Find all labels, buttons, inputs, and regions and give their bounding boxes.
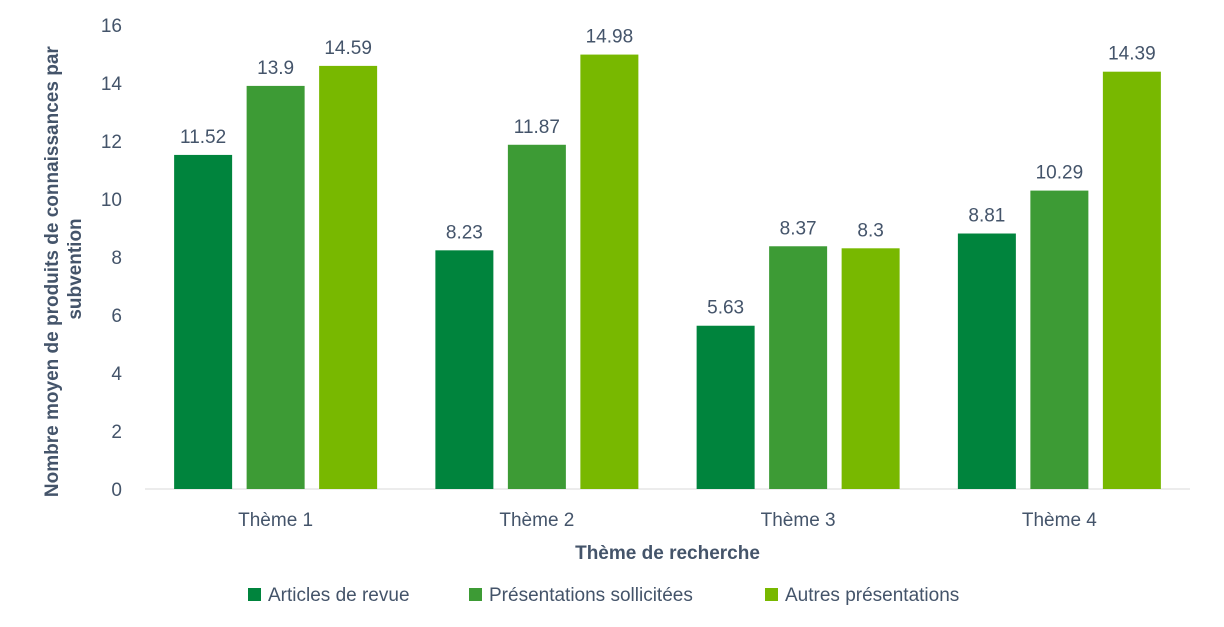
y-tick-label: 10 <box>101 190 122 211</box>
legend: Articles de revue Présentations sollicité… <box>248 585 959 606</box>
x-tick-label: Thème 1 <box>238 510 313 531</box>
bar <box>319 65 378 489</box>
bar <box>246 85 305 490</box>
data-label: 10.29 <box>1036 163 1084 184</box>
bar <box>1030 190 1089 489</box>
bar <box>696 325 755 489</box>
bar <box>435 250 494 489</box>
data-label: 8.37 <box>780 218 817 239</box>
data-label: 8.23 <box>446 222 483 243</box>
bar <box>769 246 828 489</box>
legend-label: Articles de revue <box>268 585 410 606</box>
bar <box>507 144 566 489</box>
data-label: 5.63 <box>707 298 744 319</box>
x-axis-title: Thème de recherche <box>575 543 760 564</box>
y-axis-title: Nombre moyen de produits de connaissance… <box>42 41 86 497</box>
data-label: 14.59 <box>324 38 372 59</box>
bar <box>841 248 900 489</box>
y-tick-label: 12 <box>101 132 122 153</box>
y-tick-label: 8 <box>111 248 122 269</box>
legend-label: Autres présentations <box>785 585 959 606</box>
x-tick-label: Thème 2 <box>499 510 574 531</box>
x-tick-label: Thème 4 <box>1022 510 1097 531</box>
data-label: 8.3 <box>857 220 883 241</box>
bar <box>957 233 1016 489</box>
data-labels: 11.52 13.9 14.59 8.23 11.87 14.98 5.63 8.37 8.3 8… <box>180 27 1156 319</box>
bar <box>174 154 233 490</box>
x-axis-ticks: Thème 1 Thème 2 Thème 3 Thème 4 <box>238 510 1097 531</box>
y-axis-ticks: 0 2 4 6 8 10 12 14 16 <box>101 16 123 501</box>
y-tick-label: 2 <box>111 422 122 443</box>
bar <box>1102 71 1161 489</box>
data-label: 8.81 <box>968 206 1005 227</box>
bar <box>580 54 639 490</box>
y-tick-label: 6 <box>111 306 122 327</box>
legend-label: Présentations sollicitées <box>489 585 693 606</box>
legend-swatch <box>248 588 261 601</box>
y-tick-label: 14 <box>101 74 123 95</box>
x-tick-label: Thème 3 <box>761 510 836 531</box>
data-label: 14.98 <box>586 27 634 48</box>
data-label: 13.9 <box>257 58 294 79</box>
bars <box>174 54 1161 490</box>
y-tick-label: 0 <box>111 480 122 501</box>
data-label: 14.39 <box>1108 44 1156 65</box>
legend-swatch <box>765 588 778 601</box>
y-axis-title-line-2: subvention <box>65 218 86 319</box>
y-axis-title-line-1: Nombre moyen de produits de connaissance… <box>42 46 63 497</box>
y-tick-label: 4 <box>111 364 122 385</box>
data-label: 11.87 <box>514 117 560 138</box>
y-tick-label: 16 <box>101 16 122 37</box>
legend-swatch <box>469 588 482 601</box>
data-label: 11.52 <box>180 127 226 148</box>
